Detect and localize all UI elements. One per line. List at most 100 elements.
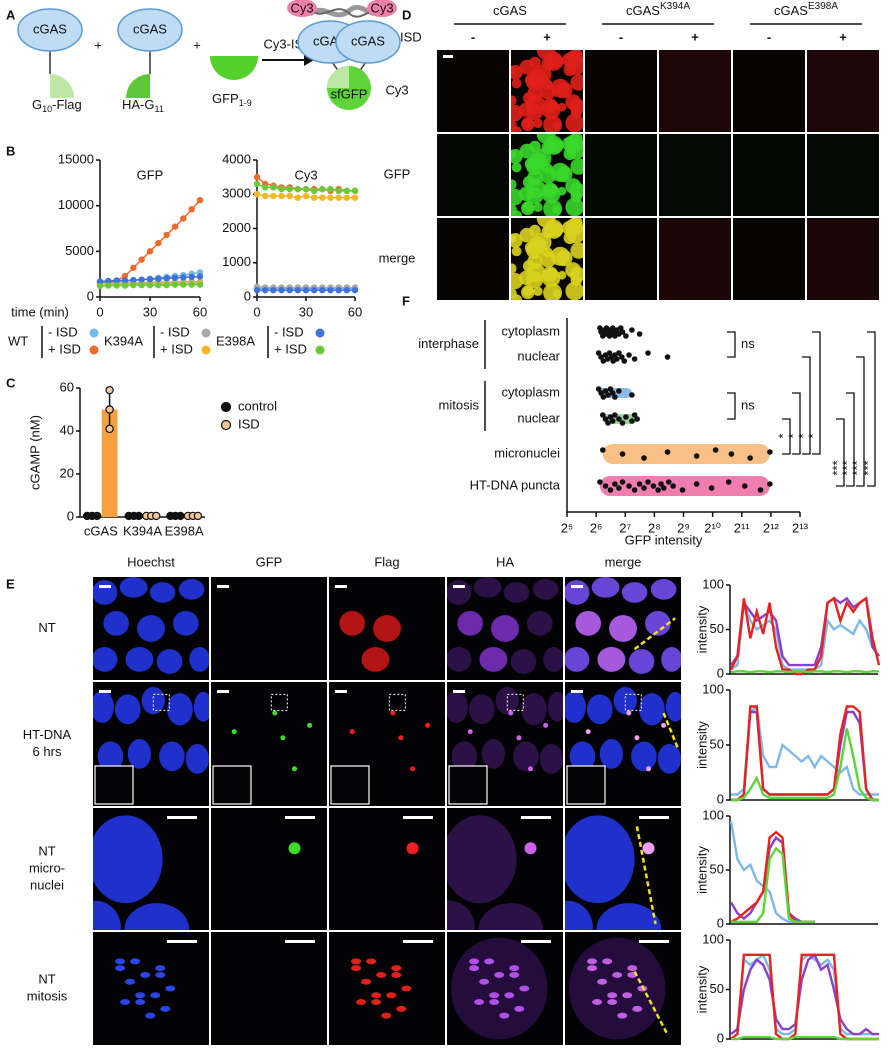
y-tick-label: 0: [717, 791, 724, 806]
nucleus-ha: [451, 741, 478, 772]
data-point: [664, 449, 671, 455]
chromosome: [617, 1012, 628, 1019]
nucleus-ha: [503, 582, 530, 603]
series-line: [99, 199, 201, 285]
cell-signal: [511, 149, 517, 159]
nucleus: [156, 649, 183, 674]
chromosome: [155, 971, 166, 978]
x-tick-label: 2⁶: [590, 520, 603, 535]
legend-label: - ISD: [274, 324, 304, 339]
data-point: [152, 511, 161, 521]
nucleus: [657, 744, 681, 774]
cell-signal: [522, 116, 534, 128]
chromosome: [587, 965, 598, 972]
data-point: [261, 184, 269, 191]
chromosome: [351, 965, 362, 972]
chromosome: [622, 992, 633, 999]
x-tick-label: 2¹²: [763, 520, 780, 535]
data-point: [708, 485, 715, 491]
panel-letter: E: [6, 576, 15, 591]
chromosome: [519, 985, 530, 992]
data-point: [193, 511, 203, 521]
data-point: [121, 282, 129, 289]
column-header: Flag: [374, 554, 399, 569]
y-tick-label: 40: [60, 422, 74, 437]
image-cell: [585, 50, 657, 132]
scale-bar: [285, 940, 315, 943]
cell-signal: [511, 188, 523, 206]
nucleus-merge: [661, 647, 681, 672]
nucleus-ha: [547, 691, 563, 722]
zoom-box: [152, 693, 170, 711]
data-point: [130, 276, 137, 284]
cgas-protein: [117, 8, 183, 52]
data-point: [335, 286, 342, 294]
data-point: [302, 286, 310, 294]
significance-label: *: [805, 433, 820, 438]
data-point: [130, 281, 137, 289]
data-point: [121, 277, 129, 284]
nucleus-ha: [513, 741, 539, 772]
text-part: 11: [155, 104, 164, 114]
panel-letter: B: [6, 143, 15, 158]
data-point: [609, 418, 616, 424]
chromosome: [587, 958, 598, 965]
data-point: [270, 184, 277, 191]
nucleus: [565, 900, 593, 930]
data-point: [665, 479, 672, 485]
cell-signal: [511, 233, 517, 243]
data-point: [660, 485, 667, 491]
image-background: [807, 50, 879, 132]
image-cell: [511, 218, 583, 300]
data-point: [146, 275, 154, 283]
data-point: [629, 392, 635, 398]
data-point: [286, 185, 293, 193]
nucleus-ha: [447, 647, 472, 672]
image-cell: [437, 218, 509, 300]
column-header: merge: [605, 554, 642, 569]
nucleus: [124, 903, 190, 930]
nucleus-ha: [447, 580, 472, 605]
row-label: nuclear: [517, 348, 560, 363]
data-point: [138, 256, 145, 263]
chromosome: [509, 971, 520, 978]
punctum: [410, 766, 416, 772]
significance-label: *: [775, 433, 790, 438]
row-label: NT: [38, 843, 55, 858]
cy3-dye: [287, 0, 317, 17]
chromosome: [361, 978, 372, 985]
data-point: [121, 272, 129, 280]
data-point: [171, 274, 179, 282]
profile-trace: [730, 830, 815, 924]
x-tick-label: 2⁸: [648, 520, 661, 535]
nucleus-merge: [575, 610, 601, 636]
row-label: merge: [379, 250, 416, 265]
data-point: [253, 191, 261, 198]
sign: -: [767, 29, 771, 44]
data-point: [155, 281, 162, 289]
punctum: [646, 766, 652, 772]
cell-signal: [570, 274, 583, 287]
significance-bracket: [792, 392, 801, 455]
legend-group: E398A: [216, 333, 255, 348]
scale-bar: [571, 690, 583, 693]
data-point: [645, 479, 651, 485]
data-point: [597, 479, 603, 485]
image-background: [437, 218, 509, 300]
cell-signal: [511, 263, 517, 274]
nucleus-merge: [565, 580, 590, 605]
image-cell: [329, 808, 445, 930]
text-part: cGAS: [626, 3, 660, 18]
data-point: [105, 282, 112, 289]
nucleus: [127, 739, 151, 769]
nucleus-merge: [597, 647, 626, 672]
chromosome: [115, 965, 126, 972]
data-point: [171, 223, 179, 230]
image-background: [733, 218, 805, 300]
text-part: cGAS: [493, 3, 527, 18]
chromosome: [514, 1005, 525, 1012]
chromosome: [509, 965, 520, 972]
y-tick-label: 60: [60, 379, 74, 394]
scale-bar: [167, 816, 197, 819]
cell-signal: [522, 176, 536, 189]
